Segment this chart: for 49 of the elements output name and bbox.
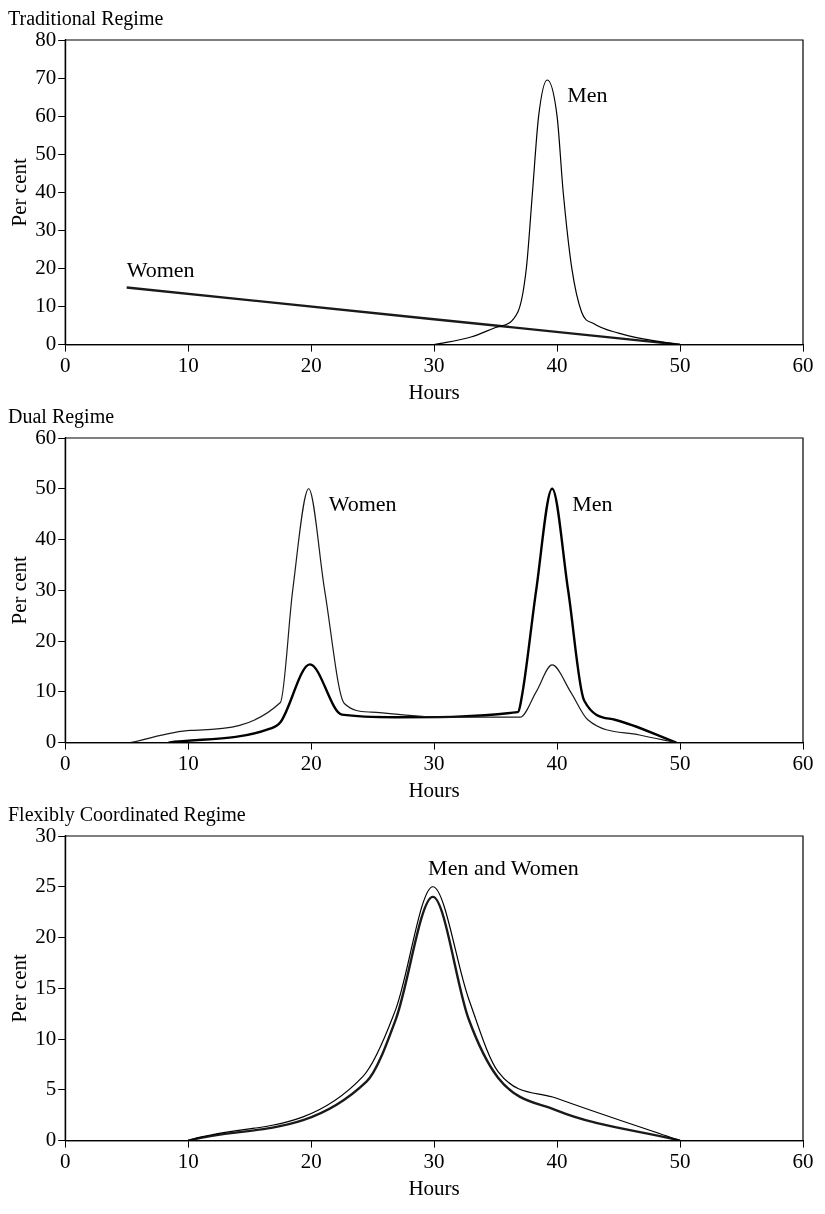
y-tick-label: 20 — [35, 627, 57, 652]
x-tick-label: 30 — [423, 1148, 445, 1173]
y-tick-label: 15 — [35, 974, 57, 999]
x-tick-label: 60 — [792, 1148, 814, 1173]
x-tick-label: 30 — [423, 750, 445, 775]
y-tick-label: 70 — [35, 64, 57, 89]
series-label: Men — [567, 81, 608, 107]
series-label: Women — [328, 490, 397, 516]
x-axis-title: Hours — [408, 777, 460, 802]
x-tick-label: 20 — [300, 352, 322, 377]
y-tick-label: 50 — [35, 475, 57, 500]
x-tick-label: 50 — [669, 352, 691, 377]
y-tick-label: 10 — [35, 293, 57, 318]
y-tick-label: 25 — [35, 873, 57, 898]
series-label: Men — [572, 490, 613, 516]
y-tick-label: 20 — [35, 924, 57, 949]
y-tick-label: 5 — [45, 1076, 57, 1101]
x-axis-title: Hours — [408, 1175, 460, 1200]
y-tick-label: 60 — [35, 102, 57, 127]
y-tick-label: 30 — [35, 576, 57, 601]
y-axis-title: Per cent — [7, 954, 32, 1023]
x-tick-label: 20 — [300, 1148, 322, 1173]
y-tick-label: 20 — [35, 254, 57, 279]
y-tick-label: 0 — [45, 1127, 57, 1152]
y-axis-title: Per cent — [7, 556, 32, 625]
x-tick-label: 40 — [546, 352, 568, 377]
x-tick-label: 60 — [792, 352, 814, 377]
y-axis-title: Per cent — [7, 158, 32, 227]
y-tick-label: 40 — [35, 178, 57, 203]
x-axis-title: Hours — [408, 379, 460, 404]
x-tick-label: 10 — [177, 352, 199, 377]
x-tick-label: 40 — [546, 1148, 568, 1173]
x-tick-label: 60 — [792, 750, 814, 775]
x-tick-label: 30 — [423, 352, 445, 377]
x-tick-label: 20 — [300, 750, 322, 775]
y-tick-label: 0 — [45, 729, 57, 754]
x-tick-label: 10 — [177, 1148, 199, 1173]
y-tick-label: 30 — [35, 216, 57, 241]
y-tick-label: 0 — [45, 331, 57, 356]
y-tick-label: 50 — [35, 140, 57, 165]
x-tick-label: 50 — [669, 1148, 691, 1173]
x-tick-label: 40 — [546, 750, 568, 775]
y-tick-label: 10 — [35, 1025, 57, 1050]
annotation: Men and Women — [428, 854, 579, 880]
x-tick-label: 10 — [177, 750, 199, 775]
series-label: Women — [126, 257, 195, 283]
x-tick-label: 50 — [669, 750, 691, 775]
y-tick-label: 40 — [35, 526, 57, 551]
y-tick-label: 10 — [35, 678, 57, 703]
